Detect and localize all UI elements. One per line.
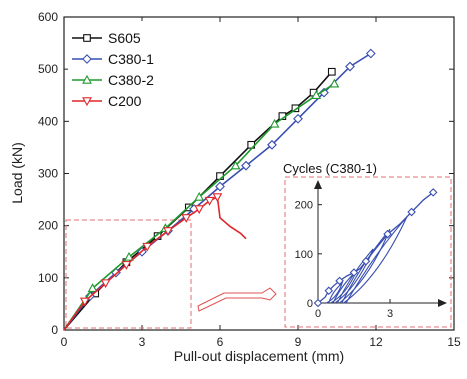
x-tick-label: 15 [447,335,461,349]
inset-y-tick-label: 200 [295,200,313,212]
data-point-c200 [142,242,153,252]
data-point-s605 [327,67,336,76]
inset-axis-ticks: 0 3 0 100 200 [295,200,393,320]
data-point-c200 [121,261,132,270]
legend-swatch-marker [82,74,92,84]
x-axis-label: Pull-out displacement (mm) [174,348,344,364]
data-point-c200 [163,227,173,236]
data-point-c200 [79,297,90,307]
legend-label: C380-2 [108,72,154,88]
data-point-c380-2 [329,78,340,88]
data-point-c200 [181,214,192,223]
inset-series [313,188,438,308]
data-point-c380-1 [345,61,355,72]
legend: S605 C380-1 C380-2 C200 [68,21,168,111]
y-tick-label: 500 [38,62,58,76]
legend-label: C200 [108,93,142,109]
data-point-c380-2 [230,160,241,170]
inset-x-tick-label: 0 [315,308,321,320]
legend-item-s605: S605 [72,30,141,46]
inset-x-tick-label: 3 [387,308,393,320]
series-c380-2 [63,78,340,331]
inset-frame [284,176,452,328]
inset-y-arrowhead [314,180,322,189]
data-point-c380-1 [365,48,376,59]
inset-title: Cycles (C380-1) [283,161,377,176]
legend-item-c200: C200 [72,93,142,109]
inset-data-point [349,268,359,277]
data-point-c380-1 [215,181,225,192]
x-tick-label: 3 [139,335,146,349]
data-point-c200 [100,279,111,289]
data-point-c380-2 [87,283,98,292]
inset-x-arrowhead [438,299,447,307]
zoom-region-box [65,219,192,329]
data-point-c380-2 [124,251,134,261]
x-tick-label: 9 [295,335,302,349]
y-tick-label: 200 [38,219,58,233]
series-line-c200 [63,195,247,331]
inset-data-point [407,207,416,217]
inset-data-point [335,276,344,286]
series-c200 [63,193,247,331]
data-point-c380-2 [269,118,280,128]
y-tick-label: 400 [38,114,58,128]
legend-label: C380-1 [108,51,154,67]
inset-y-tick-label: 100 [295,249,313,261]
y-axis-label: Load (kN) [9,142,25,203]
data-point-c380-1 [241,160,251,171]
data-point-c200 [204,196,215,206]
data-point-c380-1 [293,113,303,124]
legend-swatch-marker [82,97,92,107]
inset-y-tick-label: 0 [307,298,313,310]
inset-data-point [383,229,392,239]
legend-label: S605 [108,30,141,46]
x-tick-label: 12 [369,335,383,349]
legend-swatch-marker [83,34,91,42]
legend-swatch-marker [82,54,92,64]
x-tick-label: 6 [217,335,224,349]
inset-data-point [428,188,438,197]
inset-chart: Cycles (C380-1) 0 3 0 100 200 [283,161,447,320]
legend-item-c380-2: C380-2 [72,72,154,88]
data-point-c200 [212,193,223,203]
y-tick-label: 100 [38,271,58,285]
legend-item-c380-1: C380-1 [72,51,154,67]
hysteresis-loop [326,281,344,304]
data-point-c380-2 [194,191,205,201]
inset-data-point [361,256,371,266]
y-tick-label: 300 [38,167,58,181]
data-point-c380-1 [267,139,277,150]
inset-data-point [313,298,323,308]
data-point-c380-2 [311,90,322,99]
data-point-c200 [194,205,205,215]
y-tick-label: 0 [51,323,58,337]
main-series-group [63,48,376,331]
inset-data-point [324,286,334,295]
zoom-arrow [197,287,277,312]
y-tick-label: 600 [38,10,58,24]
x-tick-label: 0 [61,335,68,349]
